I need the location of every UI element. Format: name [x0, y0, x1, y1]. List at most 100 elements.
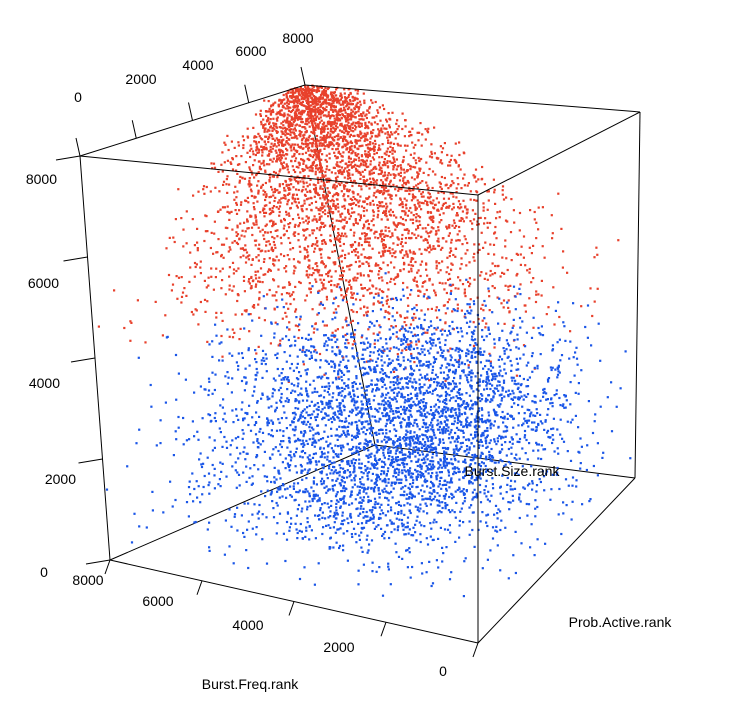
data-point: [353, 124, 357, 127]
data-point: [253, 306, 256, 309]
data-point: [145, 526, 148, 529]
data-point: [421, 495, 424, 498]
data-point: [317, 123, 320, 126]
data-point: [308, 259, 311, 262]
data-point: [256, 184, 259, 187]
data-point: [387, 172, 390, 175]
data-point: [445, 406, 448, 409]
data-point: [465, 278, 468, 281]
data-point: [319, 165, 322, 168]
data-point: [336, 235, 339, 238]
data-point: [330, 360, 333, 363]
data-point: [316, 139, 319, 142]
data-point: [317, 112, 321, 116]
data-point: [428, 155, 432, 158]
data-point: [291, 389, 294, 392]
data-point: [344, 118, 347, 121]
data-point: [313, 132, 316, 135]
data-point: [440, 511, 443, 514]
data-point: [328, 103, 331, 106]
data-point: [534, 300, 538, 304]
data-point: [391, 161, 395, 164]
data-point: [319, 209, 322, 212]
data-point: [297, 188, 300, 192]
data-point: [283, 267, 286, 270]
data-point: [336, 328, 339, 331]
data-point: [324, 242, 327, 245]
data-point: [331, 350, 334, 353]
data-point: [337, 110, 340, 113]
data-point: [518, 211, 522, 215]
data-point: [338, 219, 341, 222]
data-point: [306, 167, 309, 170]
data-point: [429, 231, 432, 234]
data-point: [255, 533, 258, 536]
data-point: [405, 348, 408, 351]
data-point: [491, 285, 494, 288]
data-point: [522, 486, 525, 489]
data-points: [97, 84, 632, 598]
data-point: [243, 235, 246, 238]
data-point: [321, 169, 324, 172]
data-point: [285, 265, 288, 268]
data-point: [289, 188, 292, 191]
data-point: [401, 233, 404, 237]
data-point: [315, 89, 318, 92]
data-point: [346, 124, 349, 127]
data-point: [338, 239, 341, 242]
data-point: [551, 434, 554, 437]
data-point: [375, 262, 378, 265]
data-point: [373, 370, 376, 373]
data-point: [389, 236, 392, 239]
data-point: [562, 512, 565, 515]
data-point: [404, 181, 407, 184]
data-point: [309, 119, 312, 123]
data-point: [424, 280, 427, 283]
data-point: [365, 124, 368, 127]
data-point: [431, 283, 434, 286]
data-point: [356, 222, 359, 225]
data-point: [299, 171, 302, 174]
data-point: [353, 108, 356, 111]
data-point: [307, 117, 310, 120]
data-point: [321, 261, 324, 264]
data-point: [446, 153, 449, 157]
data-point: [415, 404, 418, 407]
data-point: [362, 161, 365, 164]
data-point: [383, 438, 386, 441]
data-point: [244, 376, 247, 379]
data-point: [349, 197, 352, 200]
data-point: [174, 430, 177, 433]
data-point: [296, 97, 299, 100]
data-point: [292, 146, 295, 149]
data-point: [460, 263, 463, 266]
data-point: [280, 197, 283, 200]
data-point: [325, 273, 328, 276]
data-point: [317, 157, 320, 160]
data-point: [314, 278, 317, 281]
data-point: [411, 232, 414, 235]
data-point: [311, 144, 314, 147]
data-point: [486, 190, 489, 193]
data-point: [524, 264, 527, 267]
data-point: [221, 355, 224, 358]
data-point: [235, 155, 238, 158]
data-point: [369, 163, 372, 166]
data-point: [262, 273, 265, 276]
data-point: [307, 175, 310, 178]
data-point: [530, 355, 534, 358]
data-point: [390, 161, 393, 164]
data-point: [306, 251, 309, 254]
data-point: [263, 208, 266, 211]
data-point: [468, 306, 472, 309]
data-point: [458, 408, 461, 411]
data-point: [293, 114, 297, 117]
data-point: [324, 195, 327, 198]
data-point: [350, 145, 353, 148]
data-point: [197, 190, 200, 193]
data-point: [409, 293, 412, 296]
data-point: [248, 177, 251, 180]
data-point: [463, 470, 466, 473]
data-point: [185, 501, 189, 504]
data-point: [272, 194, 275, 197]
